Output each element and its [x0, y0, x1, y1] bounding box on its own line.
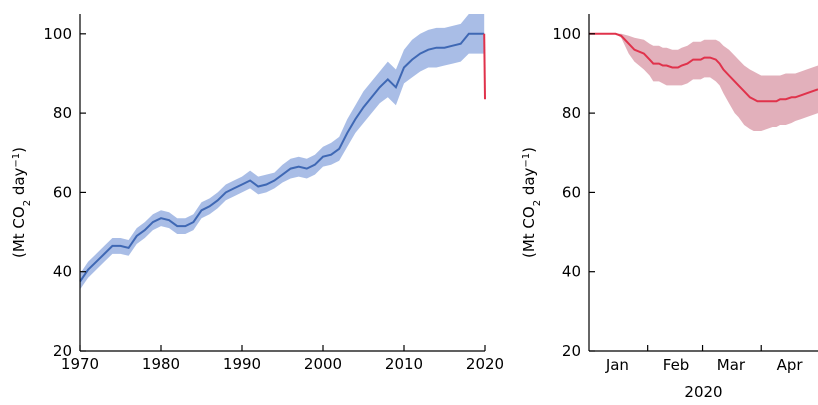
x-tick-label: 2000: [304, 355, 342, 373]
x-tick-label: Mar: [717, 356, 746, 374]
x-tick-label: Feb: [663, 356, 690, 374]
chart-daily-emissions-2020: 20 40 60 80 100 Jan Feb Mar Apr (Mt CO2 day−1) 2…: [520, 14, 818, 401]
x-tick-label: 2020: [466, 355, 504, 373]
y-tick-label: 60: [562, 183, 581, 201]
x-tick-label: 2010: [385, 355, 423, 373]
series-line-daily: [589, 32, 818, 103]
y-tick-label: 80: [562, 104, 581, 122]
x-tick-label: Jan: [605, 356, 629, 374]
x-tick-label: 1970: [61, 355, 99, 373]
axes-annual: 20 40 60 80 100 1970 1980 1990 2000 2010 2020: [43, 14, 504, 373]
axes-daily: 20 40 60 80 100 Jan Feb Mar Apr: [552, 14, 818, 374]
x-axis-label-daily: 2020: [684, 383, 722, 401]
y-tick-label: 20: [53, 342, 72, 360]
series-line-2020-drop: [483, 33, 486, 100]
uncertainty-band-daily: [589, 33, 818, 131]
chart-annual-emissions: 20 40 60 80 100 1970 1980 1990 2000 2010 2020 (Mt …: [10, 14, 504, 373]
y-tick-label: 40: [53, 263, 72, 281]
y-tick-label: 20: [562, 342, 581, 360]
y-axis-label-annual: (Mt CO2 day−1): [10, 147, 33, 258]
y-axis-label-daily: (Mt CO2 day−1): [520, 147, 543, 258]
y-tick-label: 100: [552, 25, 581, 43]
x-tick-label: Apr: [777, 356, 804, 374]
x-tick-label: 1980: [142, 355, 180, 373]
y-tick-label: 40: [562, 263, 581, 281]
y-tick-label: 80: [53, 104, 72, 122]
uncertainty-band-annual: [80, 14, 485, 290]
y-tick-label: 100: [43, 25, 72, 43]
y-tick-label: 60: [53, 183, 72, 201]
x-tick-label: 1990: [223, 355, 261, 373]
series-line-annual: [79, 32, 485, 283]
